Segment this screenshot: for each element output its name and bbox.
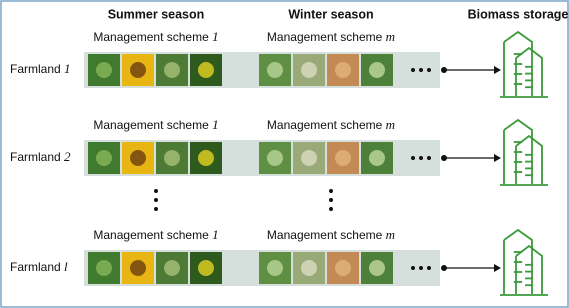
ellipsis-dot: [411, 266, 415, 270]
crop-photo-detail: [130, 62, 146, 78]
crop-photo-detail: [198, 260, 214, 276]
summer-scheme-label-text: Management scheme: [93, 228, 209, 242]
farmland-label-text: Farmland: [10, 150, 61, 164]
crop-photo-detail: [301, 62, 317, 78]
crop-photo-detail: [267, 62, 283, 78]
farmland-label: Farmland l: [10, 259, 68, 274]
vertical-ellipsis: [154, 189, 333, 211]
silo-icon: [500, 32, 548, 97]
crop-photo-detail: [301, 150, 317, 166]
winter-scheme-label-text: Management scheme: [267, 228, 383, 242]
summer-header: Summer season: [108, 7, 205, 21]
crop-photo-detail: [130, 150, 146, 166]
summer-scheme-label-text: Management scheme: [93, 118, 209, 132]
farmland-label-index: 2: [64, 149, 71, 164]
summer-scheme-label: Management scheme 1: [93, 29, 218, 44]
crop-photo-detail: [164, 150, 180, 166]
summer-scheme-label: Management scheme 1: [93, 227, 218, 242]
farmland-label: Farmland 2: [10, 149, 71, 164]
ellipsis-dot: [411, 68, 415, 72]
summer-scheme-label-index: 1: [212, 29, 219, 44]
crop-photo-detail: [369, 150, 385, 166]
arrow-head: [494, 264, 501, 272]
crop-photo-detail: [301, 260, 317, 276]
storage-header: Biomass storage: [468, 7, 569, 21]
crop-photo-detail: [267, 150, 283, 166]
winter-scheme-label-text: Management scheme: [267, 118, 383, 132]
farmland-label-text: Farmland: [10, 260, 61, 274]
winter-scheme-label-text: Management scheme: [267, 30, 383, 44]
crop-photo-detail: [335, 260, 351, 276]
silo-body: [516, 246, 542, 294]
crop-photo-detail: [96, 260, 112, 276]
crop-photo-detail: [335, 62, 351, 78]
farmland-label-text: Farmland: [10, 62, 61, 76]
ellipsis-dot: [427, 68, 431, 72]
ellipsis-dot: [419, 68, 423, 72]
crop-photo-detail: [96, 150, 112, 166]
page: {"header": {"summer": "Summer season", "…: [0, 0, 569, 308]
summer-scheme-label-index: 1: [212, 117, 219, 132]
crop-photo-detail: [267, 260, 283, 276]
farmland-label: Farmland 1: [10, 61, 71, 76]
crop-photo-detail: [369, 260, 385, 276]
crop-photo-detail: [164, 62, 180, 78]
silo-body: [516, 136, 542, 184]
farmland-label-index: 1: [64, 61, 71, 76]
silo-icon: [500, 120, 548, 185]
crop-photo-detail: [369, 62, 385, 78]
crop-photo-detail: [198, 150, 214, 166]
silo-body: [516, 48, 542, 96]
ellipsis-dot: [419, 266, 423, 270]
silo-icon: [500, 230, 548, 295]
crop-photo-detail: [335, 150, 351, 166]
ellipsis-dot: [427, 266, 431, 270]
summer-scheme-label-text: Management scheme: [93, 30, 209, 44]
ellipsis-dot: [419, 156, 423, 160]
winter-scheme-label: Management scheme m: [267, 29, 395, 44]
crop-photo-detail: [198, 62, 214, 78]
arrow-head: [494, 154, 501, 162]
winter-scheme-label: Management scheme m: [267, 117, 395, 132]
winter-header: Winter season: [288, 7, 373, 21]
winter-scheme-label-index: m: [386, 117, 395, 132]
summer-scheme-label-index: 1: [212, 227, 219, 242]
crop-photo-detail: [96, 62, 112, 78]
crop-photo-detail: [130, 260, 146, 276]
winter-scheme-label: Management scheme m: [267, 227, 395, 242]
crop-photo-detail: [164, 260, 180, 276]
winter-scheme-label-index: m: [386, 29, 395, 44]
farmland-label-index: l: [64, 259, 68, 274]
ellipsis-dot: [411, 156, 415, 160]
winter-scheme-label-index: m: [386, 227, 395, 242]
diagram: Summer season Winter season Biomass stor…: [0, 0, 569, 308]
ellipsis-dot: [427, 156, 431, 160]
summer-scheme-label: Management scheme 1: [93, 117, 218, 132]
arrow-head: [494, 66, 501, 74]
